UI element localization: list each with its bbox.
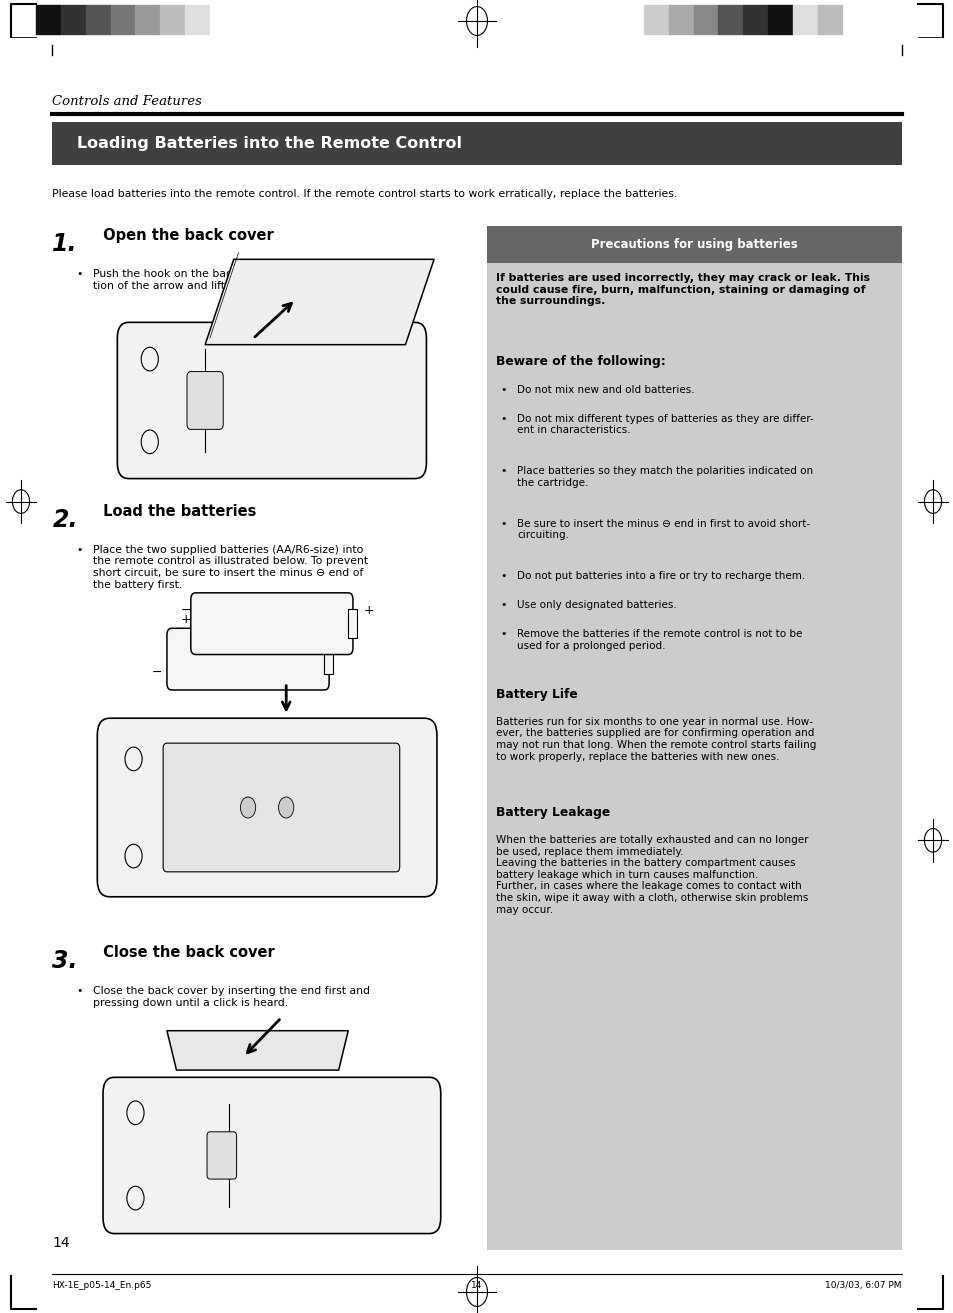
- Text: •: •: [500, 629, 507, 639]
- Bar: [767, 5, 792, 34]
- FancyBboxPatch shape: [207, 1132, 236, 1179]
- Bar: [348, 609, 356, 638]
- Bar: [486, 226, 901, 263]
- Bar: [486, 226, 901, 1250]
- Text: Close the back cover by inserting the end first and
pressing down until a click : Close the back cover by inserting the en…: [92, 986, 369, 1007]
- Text: •: •: [500, 600, 507, 611]
- Text: HX-1E_p05-14_En.p65: HX-1E_p05-14_En.p65: [52, 1281, 152, 1291]
- Text: Precautions for using batteries: Precautions for using batteries: [590, 238, 797, 251]
- Bar: [86, 5, 111, 34]
- Text: 10/3/03, 6:07 PM: 10/3/03, 6:07 PM: [824, 1281, 901, 1291]
- FancyBboxPatch shape: [97, 718, 436, 897]
- Text: •: •: [76, 545, 83, 555]
- Bar: [742, 5, 767, 34]
- Circle shape: [240, 797, 255, 818]
- Text: •: •: [76, 986, 83, 997]
- FancyBboxPatch shape: [163, 743, 399, 872]
- Bar: [693, 5, 718, 34]
- Text: −: −: [180, 604, 192, 617]
- Text: •: •: [500, 519, 507, 529]
- Bar: [61, 5, 86, 34]
- Bar: [668, 5, 693, 34]
- Text: When the batteries are totally exhausted and can no longer
be used, replace them: When the batteries are totally exhausted…: [496, 835, 808, 915]
- Bar: [718, 5, 742, 34]
- Text: Batteries run for six months to one year in normal use. How-
ever, the batteries: Batteries run for six months to one year…: [496, 717, 816, 762]
- FancyBboxPatch shape: [187, 372, 223, 429]
- Bar: [643, 5, 668, 34]
- Text: •: •: [500, 385, 507, 395]
- Text: Close the back cover: Close the back cover: [98, 945, 274, 960]
- FancyBboxPatch shape: [167, 629, 329, 691]
- Text: Place the two supplied batteries (AA/R6-size) into
the remote control as illustr: Place the two supplied batteries (AA/R6-…: [92, 545, 367, 590]
- Text: Load the batteries: Load the batteries: [98, 504, 256, 519]
- Text: Remove the batteries if the remote control is not to be
used for a prolonged per: Remove the batteries if the remote contr…: [517, 629, 801, 650]
- Text: 3.: 3.: [52, 949, 78, 973]
- Text: +: +: [180, 613, 192, 626]
- FancyBboxPatch shape: [103, 1077, 440, 1234]
- Text: +: +: [363, 604, 375, 617]
- Text: Please load batteries into the remote control. If the remote control starts to w: Please load batteries into the remote co…: [52, 189, 677, 200]
- Text: Loading Batteries into the Remote Control: Loading Batteries into the Remote Contro…: [60, 137, 461, 151]
- Polygon shape: [167, 1031, 348, 1070]
- Text: Push the hook on the back cover lightly in the direc-
tion of the arrow and lift: Push the hook on the back cover lightly …: [92, 269, 377, 290]
- Text: Place batteries so they match the polarities indicated on
the cartridge.: Place batteries so they match the polari…: [517, 466, 812, 487]
- Bar: [111, 5, 135, 34]
- Text: •: •: [500, 414, 507, 424]
- Bar: [185, 5, 210, 34]
- Text: −: −: [152, 666, 163, 679]
- Bar: [160, 5, 185, 34]
- Text: •: •: [500, 466, 507, 477]
- FancyBboxPatch shape: [191, 592, 353, 654]
- Text: Battery Leakage: Battery Leakage: [496, 806, 610, 819]
- Text: •: •: [500, 571, 507, 582]
- Text: •: •: [76, 269, 83, 280]
- Text: Do not mix different types of batteries as they are differ-
ent in characteristi: Do not mix different types of batteries …: [517, 414, 813, 435]
- Bar: [135, 5, 160, 34]
- Bar: [817, 5, 841, 34]
- Text: Do not mix new and old batteries.: Do not mix new and old batteries.: [517, 385, 694, 395]
- Text: 2.: 2.: [52, 508, 78, 532]
- Text: Use only designated batteries.: Use only designated batteries.: [517, 600, 676, 611]
- Bar: [210, 5, 234, 34]
- Text: Beware of the following:: Beware of the following:: [496, 355, 665, 368]
- Polygon shape: [205, 260, 434, 345]
- Text: If batteries are used incorrectly, they may crack or leak. This
could cause fire: If batteries are used incorrectly, they …: [496, 273, 869, 306]
- Text: 14: 14: [52, 1236, 70, 1250]
- Bar: [36, 5, 61, 34]
- Text: Open the back cover: Open the back cover: [98, 228, 274, 243]
- Text: Do not put batteries into a fire or try to recharge them.: Do not put batteries into a fire or try …: [517, 571, 804, 582]
- Circle shape: [278, 797, 294, 818]
- Text: 14: 14: [471, 1281, 482, 1291]
- FancyBboxPatch shape: [117, 323, 426, 479]
- Text: Battery Life: Battery Life: [496, 688, 578, 701]
- Text: Be sure to insert the minus ⊖ end in first to avoid short-
circuiting.: Be sure to insert the minus ⊖ end in fir…: [517, 519, 809, 540]
- Bar: [52, 122, 901, 165]
- Text: 1.: 1.: [52, 232, 78, 256]
- Text: Controls and Features: Controls and Features: [52, 95, 202, 108]
- Bar: [324, 645, 333, 674]
- Bar: [792, 5, 817, 34]
